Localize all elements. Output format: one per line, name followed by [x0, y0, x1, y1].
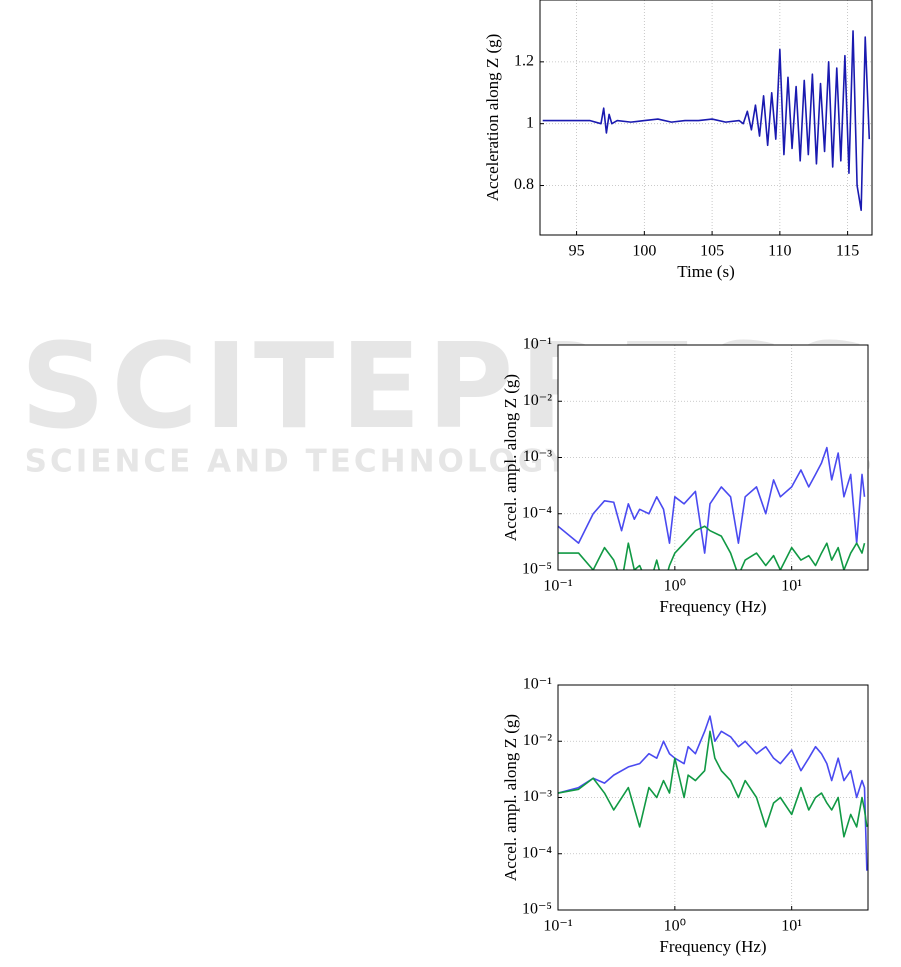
x-axis-label: Frequency (Hz)	[659, 937, 766, 956]
y-tick-label: 10⁻³	[523, 448, 552, 465]
y-tick-label: 10⁻¹	[523, 676, 552, 693]
plot-frame	[539, 0, 873, 236]
data-line	[558, 730, 868, 838]
y-tick-label: 10⁻¹	[523, 336, 552, 353]
chart: 95 100 105 110 115 0.8 1 1.2 Time (s) Acceleratio…	[483, 0, 873, 281]
y-axis-label: Acceleration along Z (g)	[483, 34, 502, 202]
y-axis-label: Accel. ampl. along Z (g)	[501, 374, 520, 541]
plot-frame	[557, 684, 869, 911]
y-tick-label: 10⁻⁵	[522, 561, 552, 578]
x-axis-label: Time (s)	[677, 262, 734, 281]
plot-area	[540, 0, 872, 235]
y-tick-label: 1	[526, 114, 534, 131]
x-tick-label: 10⁻¹	[543, 918, 572, 935]
data-line	[542, 30, 871, 212]
x-tick-label: 105	[700, 243, 724, 260]
y-tick-label: 10⁻³	[523, 788, 552, 805]
x-tick-label: 10⁰	[664, 918, 686, 935]
data-line	[558, 525, 866, 570]
data-line	[558, 715, 868, 871]
y-tick-label: 10⁻²	[523, 392, 552, 409]
y-tick-label: 10⁻²	[523, 732, 552, 749]
data-line	[558, 446, 866, 554]
x-axis-label: Frequency (Hz)	[659, 597, 766, 616]
x-tick-label: 10⁻¹	[543, 578, 572, 595]
y-tick-label: 0.8	[514, 176, 534, 193]
plot-area	[558, 685, 868, 910]
plot-area	[558, 345, 868, 570]
y-tick-label: 10⁻⁵	[522, 901, 552, 918]
x-tick-label: 10¹	[781, 578, 802, 595]
x-tick-label: 100	[632, 243, 656, 260]
y-tick-label: 10⁻⁴	[522, 504, 552, 521]
x-tick-label: 10⁰	[664, 578, 686, 595]
x-tick-label: 10¹	[781, 918, 802, 935]
chart: 10⁻¹ 10⁰ 10¹ 10⁻⁵ 10⁻⁴ 10⁻³ 10⁻² 10⁻¹ Frequency …	[501, 676, 869, 956]
x-tick-label: 110	[768, 243, 791, 260]
x-tick-label: 115	[836, 243, 859, 260]
chart: 10⁻¹ 10⁰ 10¹ 10⁻⁵ 10⁻⁴ 10⁻³ 10⁻² 10⁻¹ Frequency …	[501, 336, 869, 616]
x-tick-label: 95	[569, 243, 585, 260]
plot-frame	[557, 344, 869, 571]
y-tick-label: 1.2	[514, 53, 534, 70]
y-axis-label: Accel. ampl. along Z (g)	[501, 714, 520, 881]
y-tick-label: 10⁻⁴	[522, 844, 552, 861]
